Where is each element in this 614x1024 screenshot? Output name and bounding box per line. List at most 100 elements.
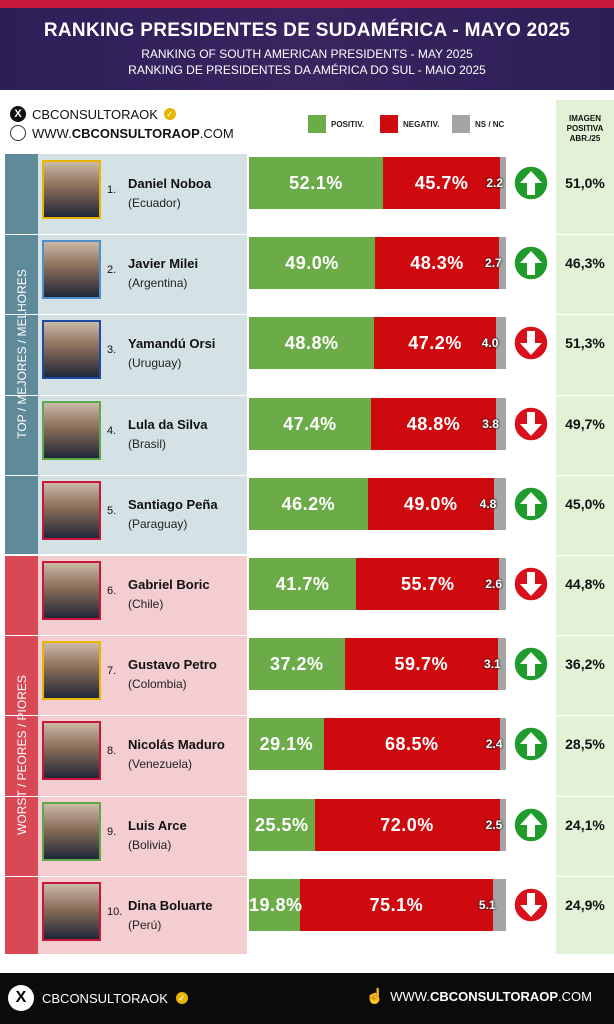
positive-image-value: 45,0% [565,495,605,512]
positive-image-value: 46,3% [565,255,605,272]
image-column [556,154,614,954]
pointer-hand-icon: ☝ [365,988,385,1005]
president-country: (Bolivia) [128,837,172,852]
president-photo [42,641,101,701]
rank-number: 1. [107,184,117,196]
negative-value: 75.1% [369,894,424,915]
president-photo [42,320,101,380]
negative-value: 72.0% [380,814,434,835]
ns-bar [493,477,506,530]
footer-handle[interactable]: X CBCONSULTORAOK ✓ [8,985,188,1011]
negative-bar [374,237,500,290]
negative-value: 45.7% [414,173,469,193]
rank-number: 6. [107,585,117,597]
positive-bar [249,718,324,771]
ns-value: 3.1 [484,657,501,672]
president-name: Gabriel Boric [128,577,210,592]
ns-bar [498,638,506,691]
president-name: Gustavo Petro [128,657,217,673]
trend-up-arrow-icon [513,165,549,201]
ns-bar [499,237,506,290]
ns-value: 4.0 [481,336,499,351]
negative-bar [382,157,501,209]
legend-positive-label: POSITIV. [331,119,365,129]
president-photo [42,721,101,781]
top-section-label: TOP / MEJORES / MELHORES [5,154,38,554]
president-photo [42,400,101,460]
ns-value: 3.8 [482,416,499,431]
president-photo [42,801,101,861]
president-photo [42,881,101,941]
trend-up-arrow-icon [513,726,549,763]
ns-value: 4.8 [479,496,497,511]
president-name: Daniel Noboa [128,176,212,191]
trend-down-arrow-icon [513,325,549,362]
image-column-header: IMAGEN POSITIVA ABR./25 [556,100,614,154]
header-banner: RANKING PRESIDENTES DE SUDAMÉRICA - MAYO… [0,0,614,90]
trend-up-arrow-icon [513,646,549,682]
positive-image-value: 36,2% [565,656,605,673]
brand-handle: CBCONSULTORAOK [32,106,158,122]
negative-value: 48.8% [406,413,461,434]
positive-value: 52.1% [289,173,343,193]
president-country: (Chile) [128,597,164,611]
brand-handle-row[interactable]: X CBCONSULTORAOK ✓ [10,106,176,122]
president-country: (Argentina) [128,276,188,291]
rank-number: 7. [107,665,117,678]
row-divider [5,314,614,316]
negative-bar [374,317,496,370]
legend-negative-swatch [380,115,398,133]
positive-bar [249,237,375,290]
president-country: (Ecuador) [128,196,181,210]
president-name: Nicolás Maduro [128,737,225,753]
president-name: Luis Arce [128,817,187,833]
ns-bar [499,718,506,771]
positive-value: 37.2% [270,654,324,675]
president-name: Dina Boluarte [128,897,213,913]
negative-value: 47.2% [408,333,462,354]
row-divider [5,474,614,476]
page-title: RANKING PRESIDENTES DE SUDAMÉRICA - MAYO… [43,20,571,41]
positive-bar [249,878,300,931]
president-country: (Venezuela) [128,757,193,772]
header-accent-bar [0,0,614,8]
rank-number: 2. [107,264,117,277]
footer-website[interactable]: ☝ WWW.CBCONSULTORAOP.COM [366,987,592,1005]
ns-bar [499,798,506,851]
verified-badge-icon: ✓ [175,992,188,1004]
negative-bar [370,397,497,450]
positive-image-value: 49,7% [565,415,605,432]
president-photo [42,480,101,540]
positive-image-value: 24,1% [565,816,605,833]
legend-positive-swatch [308,115,326,133]
row-divider [5,635,614,637]
positive-bar [249,317,375,370]
positive-value: 19.8% [249,894,303,915]
row-divider [5,555,614,556]
legend-ns-swatch [452,115,470,133]
brand-website: WWW.CBCONSULTORAOP.COM [32,125,234,141]
trend-down-arrow-icon [513,566,549,602]
negative-bar [314,798,500,851]
ns-value: 2.2 [486,176,504,190]
negative-value: 68.5% [385,734,439,755]
brand-website-row[interactable]: WWW.CBCONSULTORAOP.COM [10,125,234,141]
row-divider [5,394,614,396]
positive-value: 47.4% [283,413,337,434]
positive-value: 49.0% [285,253,339,274]
trend-up-arrow-icon [513,806,549,843]
president-country: (Perú) [128,917,162,932]
ns-value: 2.7 [485,256,502,271]
trend-up-arrow-icon [513,486,549,522]
legend-ns: NS / NC [452,115,504,133]
president-country: (Brasil) [128,436,166,451]
negative-bar [356,558,500,610]
ns-bar [496,397,506,450]
positive-image-value: 51,3% [565,335,605,352]
rank-number: 4. [107,424,117,437]
positive-value: 41.7% [275,574,330,594]
negative-value: 59.7% [394,654,449,675]
president-name: Yamandú Orsi [128,336,216,352]
negative-bar [299,878,493,931]
ns-bar [492,878,506,931]
